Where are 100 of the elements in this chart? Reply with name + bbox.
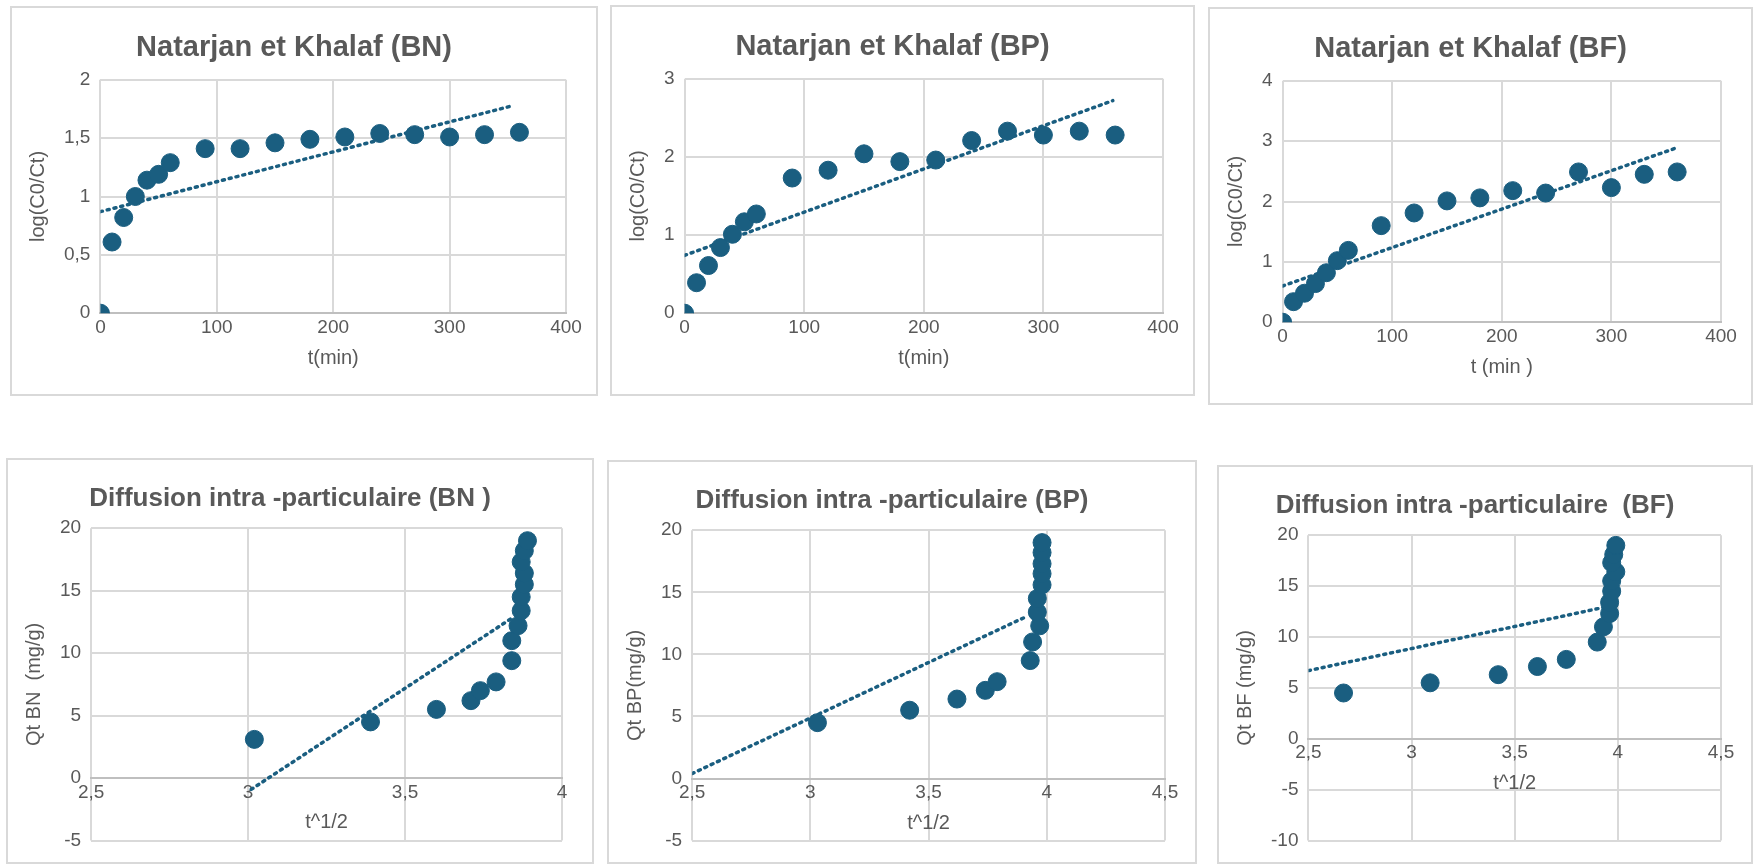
x-tick-label: 400 <box>1147 315 1179 337</box>
point <box>698 256 718 276</box>
x-tick-label: 400 <box>550 315 582 337</box>
x-tick-label: 3 <box>1406 741 1417 763</box>
point <box>1536 183 1556 203</box>
y-tick-label: 1,5 <box>63 126 91 148</box>
y-tick-label: 0 <box>663 301 675 323</box>
y-axis-title: log(C0/Ct) <box>625 150 648 242</box>
point <box>230 139 250 159</box>
y-tick-label: 10 <box>660 642 683 664</box>
point <box>1404 203 1424 223</box>
point <box>962 131 982 151</box>
y-tick-label: 15 <box>1277 574 1299 596</box>
point <box>149 164 169 184</box>
point <box>370 123 390 143</box>
point <box>509 122 529 142</box>
x-tick-label: 4 <box>1041 781 1053 803</box>
point <box>335 127 355 147</box>
y-axis-title: Qt BF (mg/g) <box>1232 630 1255 746</box>
point <box>1587 632 1607 652</box>
y-tick-label: 0,5 <box>63 243 91 265</box>
point <box>998 121 1018 141</box>
point <box>746 204 766 224</box>
point <box>1569 162 1589 182</box>
x-tick-label: 100 <box>1376 324 1409 346</box>
chart-title: Diffusion intra -particulaire (BF) <box>1275 488 1675 519</box>
point <box>475 125 495 145</box>
x-tick-label: 3,5 <box>915 781 942 803</box>
point <box>502 651 522 671</box>
point <box>486 672 506 692</box>
x-tick-label: 200 <box>907 315 940 337</box>
point <box>1667 162 1687 182</box>
x-tick-label: 100 <box>200 315 233 337</box>
point <box>405 125 425 145</box>
x-tick-label: 200 <box>317 315 350 337</box>
x-tick-label: 3 <box>805 781 816 803</box>
point <box>890 152 910 172</box>
y-tick-label: 1 <box>79 184 91 206</box>
chart-title: Diffusion intra -particulaire (BN ) <box>89 481 491 512</box>
y-axis-title: log(C0/Ct) <box>25 150 48 243</box>
chart-title: Diffusion intra -particulaire (BP) <box>695 483 1089 514</box>
x-axis-title: t(min) <box>898 345 950 368</box>
x-axis-title: t(min) <box>307 345 359 368</box>
point <box>361 712 381 732</box>
point <box>1503 181 1523 201</box>
point <box>818 160 838 180</box>
chart-title: Natarjan et Khalaf (BP) <box>735 29 1050 62</box>
x-tick-label: 4,5 <box>1151 781 1179 803</box>
y-tick-label: 1 <box>1261 250 1273 272</box>
x-tick-label: 4 <box>1612 741 1624 763</box>
point <box>1305 274 1325 294</box>
point <box>1069 121 1089 141</box>
point <box>426 699 446 719</box>
point <box>687 273 707 293</box>
point <box>265 133 285 153</box>
point <box>1338 240 1358 260</box>
point <box>1020 651 1040 671</box>
chart-title: Natarjan et Khalaf (BF) <box>1314 31 1627 64</box>
point <box>1023 632 1043 652</box>
y-tick-label: 2 <box>79 68 91 90</box>
y-axis-title: Qt BP(mg/g) <box>622 629 645 741</box>
x-axis-title: t^1/2 <box>305 810 348 833</box>
point <box>1420 673 1440 693</box>
x-tick-label: 100 <box>788 315 821 337</box>
point <box>502 631 522 651</box>
point <box>1437 191 1457 211</box>
x-axis-title: t (min ) <box>1470 354 1533 377</box>
y-tick-label: 5 <box>70 703 82 725</box>
x-axis-title: t^1/2 <box>907 810 950 833</box>
point <box>854 144 874 164</box>
y-axis-title: log(C0/Ct) <box>1223 155 1246 248</box>
point <box>300 129 320 149</box>
y-tick-label: -5 <box>665 828 683 850</box>
y-tick-label: 3 <box>1261 129 1273 151</box>
point <box>160 153 180 173</box>
point <box>1334 683 1354 703</box>
point <box>244 729 264 749</box>
x-tick-label: 300 <box>1595 324 1628 346</box>
y-tick-label: 0 <box>79 301 91 323</box>
x-tick-label: 0 <box>95 315 106 337</box>
x-tick-label: 200 <box>1485 324 1518 346</box>
x-tick-label: 3,5 <box>391 780 419 802</box>
point <box>195 139 215 159</box>
x-tick-label: 400 <box>1705 324 1737 346</box>
point <box>900 700 920 720</box>
y-tick-label: 1 <box>663 223 675 245</box>
point <box>1371 216 1391 236</box>
point <box>1033 125 1053 145</box>
point <box>722 224 742 244</box>
point <box>807 713 827 733</box>
point <box>470 681 490 701</box>
point <box>1634 164 1654 184</box>
y-tick-label: 20 <box>1277 523 1299 545</box>
point <box>926 150 946 170</box>
x-axis-title: t^1/2 <box>1493 771 1537 794</box>
x-tick-label: 4,5 <box>1707 741 1735 763</box>
y-tick-label: 4 <box>1261 69 1273 91</box>
point <box>1556 649 1576 669</box>
y-tick-label: 10 <box>59 641 82 663</box>
y-tick-label: 20 <box>660 518 683 540</box>
